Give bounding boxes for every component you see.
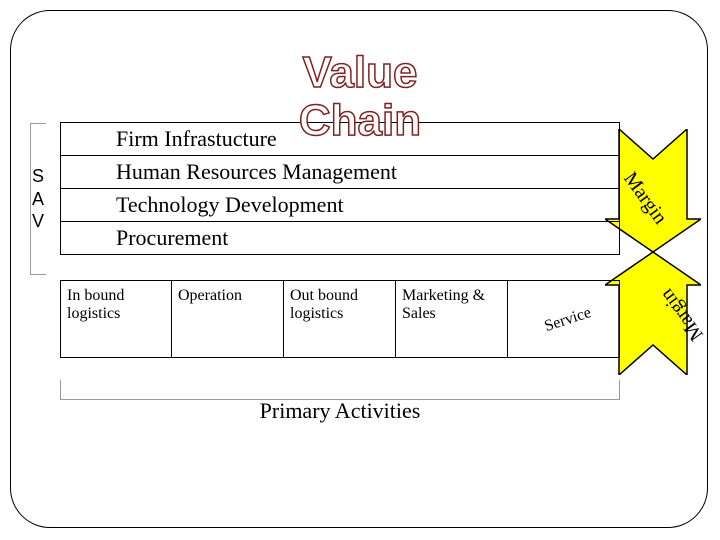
primary-cell-operation: Operation (172, 280, 284, 358)
support-row-hr: Human Resources Management (60, 156, 620, 189)
support-row-procurement: Procurement (60, 222, 620, 255)
primary-cell-service: Service (508, 280, 620, 358)
primary-cell-marketing: Marketing & Sales (396, 280, 508, 358)
support-row-tech: Technology Development (60, 189, 620, 222)
primary-activities-label: Primary Activities (60, 398, 620, 424)
sav-label: S A V (32, 165, 44, 233)
primary-activities-row: In bound logistics Operation Out bound l… (60, 280, 620, 358)
title-line-1: Value (0, 50, 720, 96)
primary-bracket (60, 380, 620, 400)
primary-cell-inbound: In bound logistics (60, 280, 172, 358)
primary-cell-outbound: Out bound logistics (284, 280, 396, 358)
title-line-2: Chain (0, 98, 720, 144)
service-label: Service (542, 304, 593, 336)
